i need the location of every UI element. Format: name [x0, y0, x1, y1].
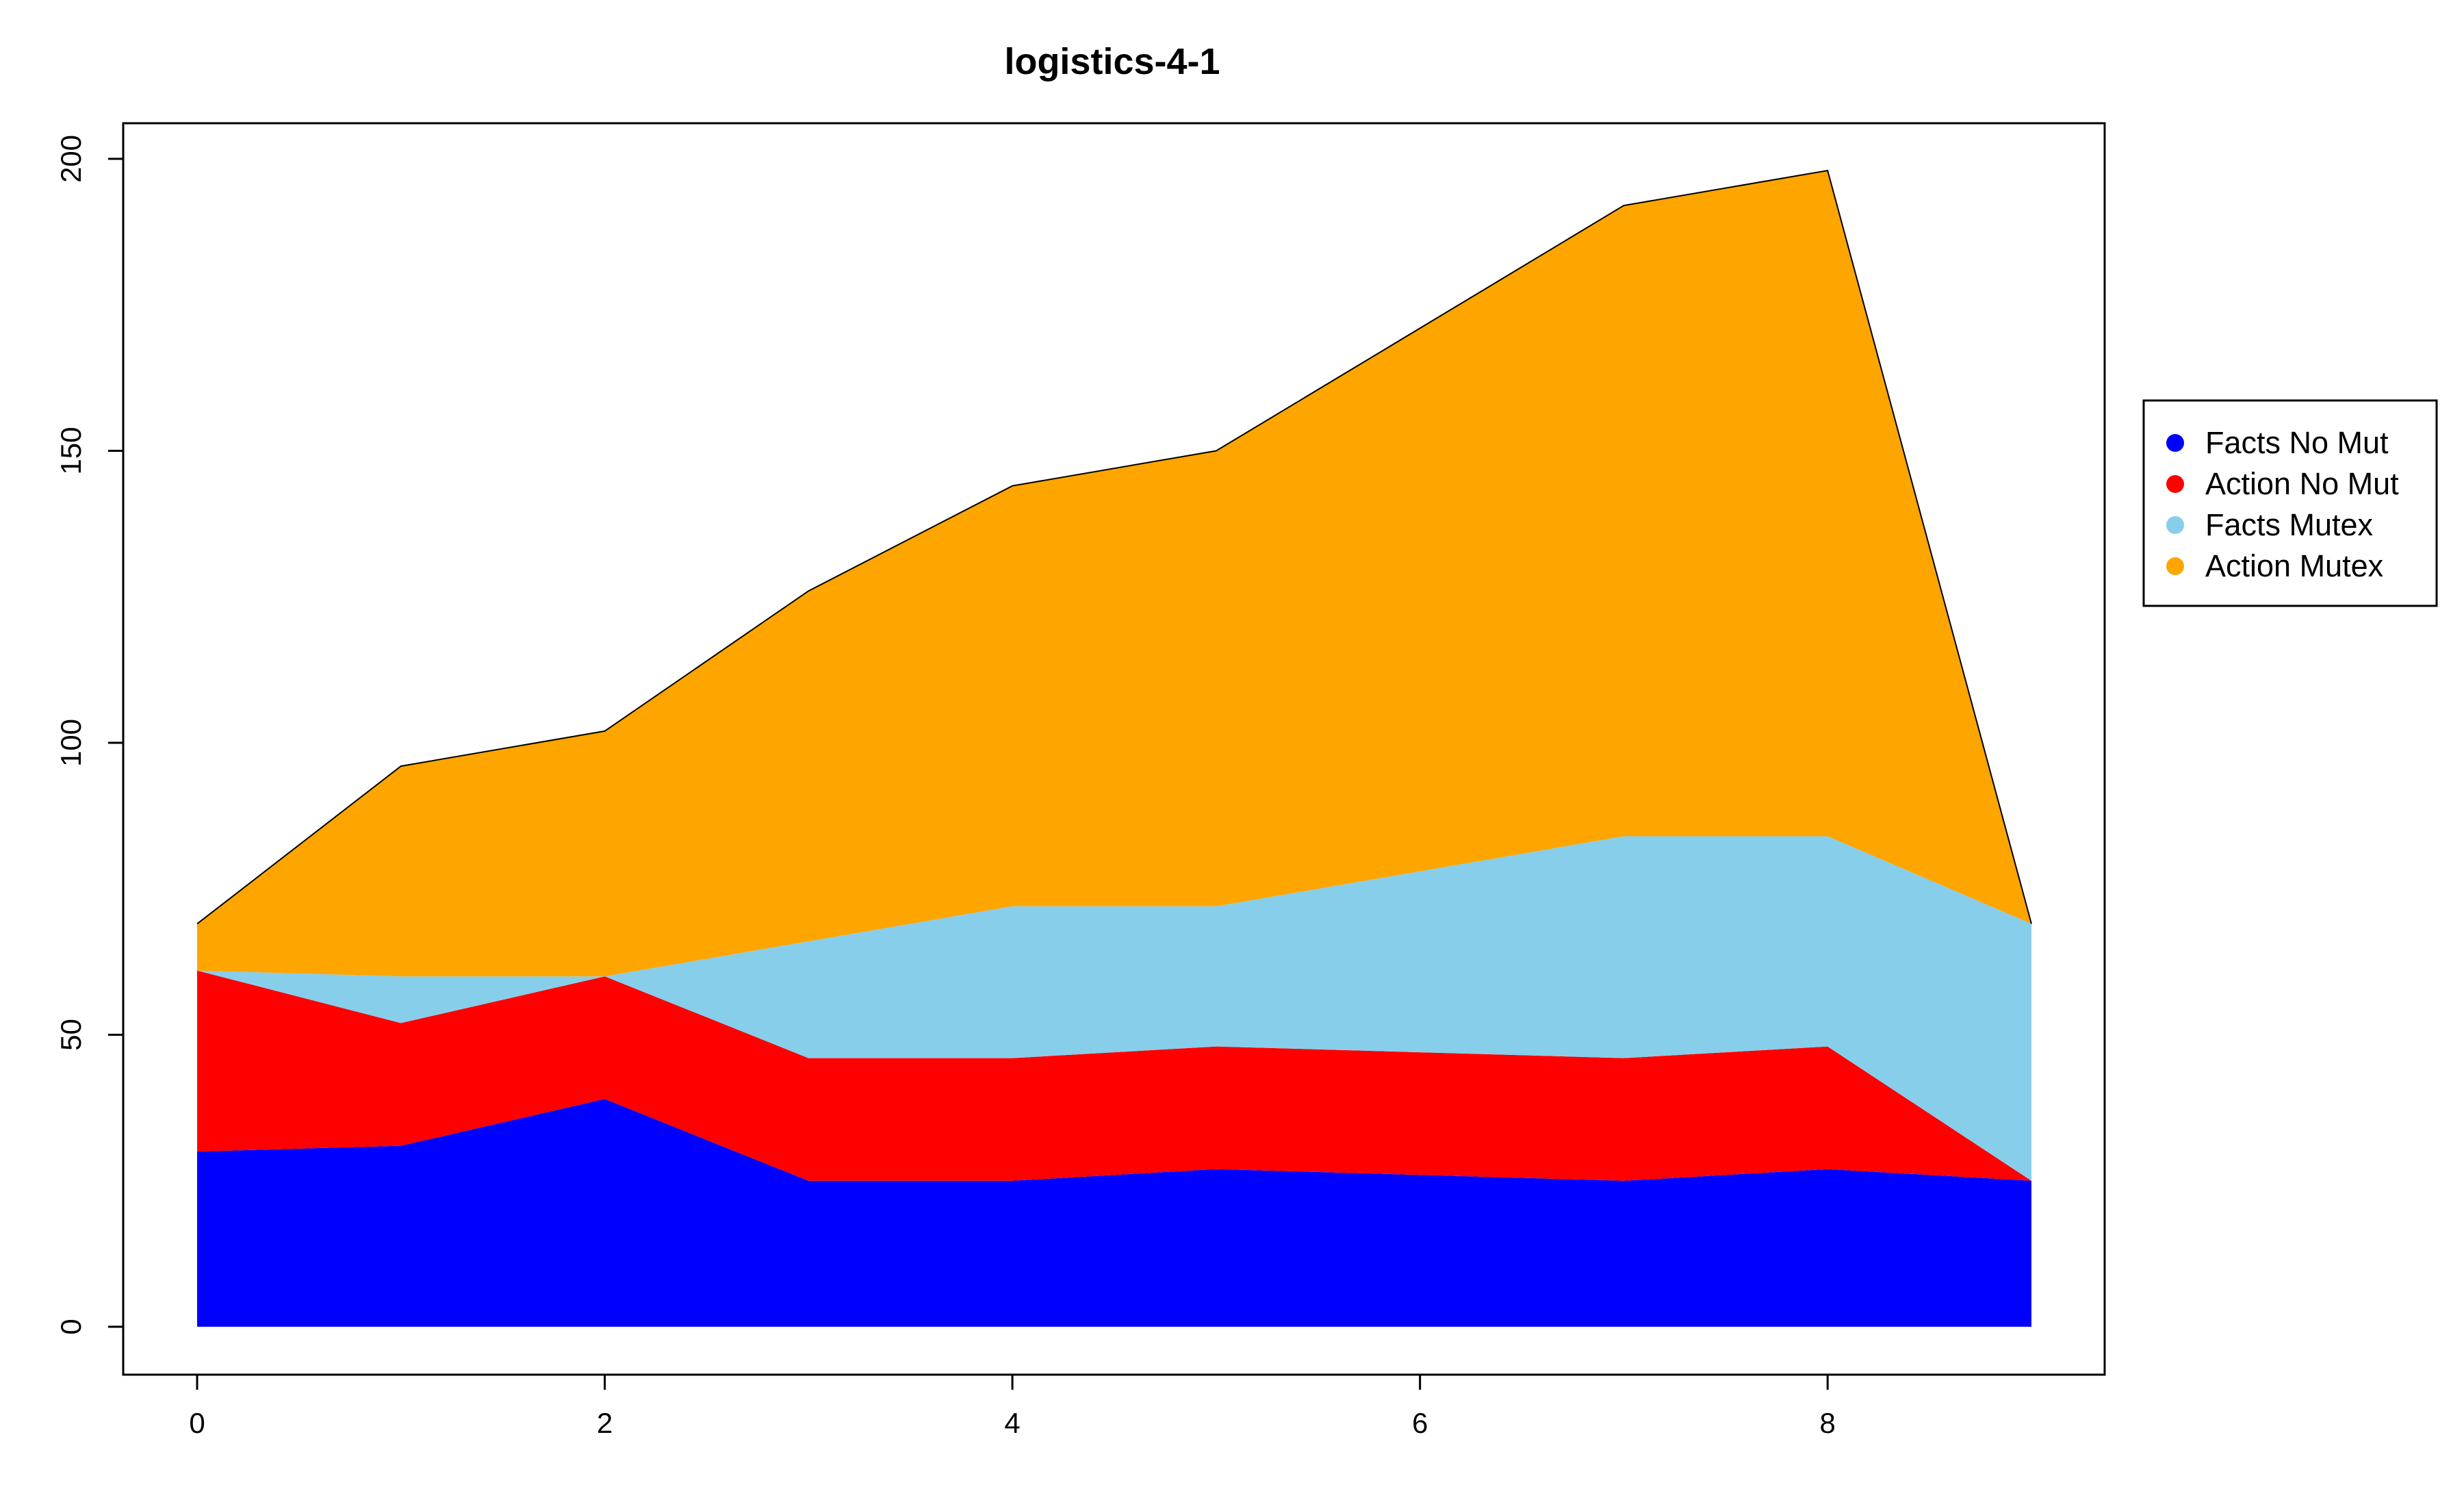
area-facts-mutex	[197, 836, 2031, 1181]
axes: 0 2 4 6 8 0 50 100 150 200	[55, 135, 1836, 1439]
area-facts-no-mut	[197, 1099, 2031, 1327]
x-tick-label: 0	[189, 1407, 205, 1439]
y-tick-label: 50	[55, 1019, 87, 1051]
area-action-no-mut	[197, 970, 2031, 1181]
plot-frame	[122, 122, 2106, 1376]
x-tick-label: 2	[597, 1407, 613, 1439]
x-tick-label: 6	[1412, 1407, 1428, 1439]
top-outline-line	[196, 169, 2032, 925]
y-tick-label: 200	[55, 135, 87, 183]
legend-swatch	[2166, 475, 2184, 493]
legend-swatch	[2166, 557, 2184, 575]
legend-label: Facts No Mut	[2205, 425, 2389, 460]
legend-swatch	[2166, 516, 2184, 534]
legend-label: Facts Mutex	[2205, 507, 2374, 542]
x-tick-label: 4	[1004, 1407, 1020, 1439]
y-tick-label: 0	[55, 1319, 87, 1334]
legend-label: Action Mutex	[2205, 548, 2384, 583]
legend: Facts No Mut Action No Mut Facts Mutex Acti…	[2142, 399, 2438, 607]
legend-box	[2142, 399, 2438, 607]
x-tick-label: 8	[1820, 1407, 1836, 1439]
area-action-mutex	[197, 170, 2031, 977]
y-tick-label: 150	[55, 427, 87, 474]
legend-label: Action No Mut	[2205, 466, 2399, 501]
legend-swatch	[2166, 434, 2184, 452]
area-layers	[196, 169, 2032, 1327]
chart-title: logistics-4-1	[1004, 41, 1220, 82]
y-tick-label: 100	[55, 719, 87, 767]
